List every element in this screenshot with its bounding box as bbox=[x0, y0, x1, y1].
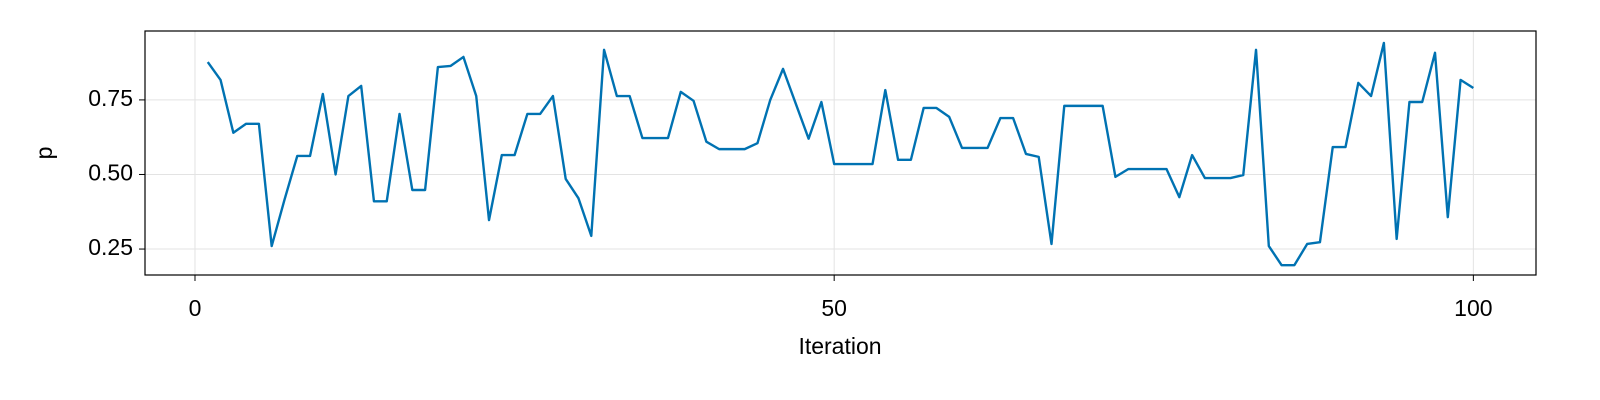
plot-frame bbox=[144, 30, 1537, 276]
x-tick-label: 100 bbox=[1454, 295, 1492, 321]
y-tick-label: 0.75 bbox=[88, 85, 133, 111]
y-tick-label: 0.50 bbox=[88, 160, 133, 186]
x-tick-label: 0 bbox=[189, 295, 202, 321]
y-axis-label: p bbox=[31, 147, 57, 160]
x-tick-label: 50 bbox=[821, 295, 847, 321]
x-axis-label: Iteration bbox=[798, 333, 881, 359]
data-line bbox=[206, 41, 1474, 267]
y-tick-label: 0.25 bbox=[88, 234, 133, 260]
